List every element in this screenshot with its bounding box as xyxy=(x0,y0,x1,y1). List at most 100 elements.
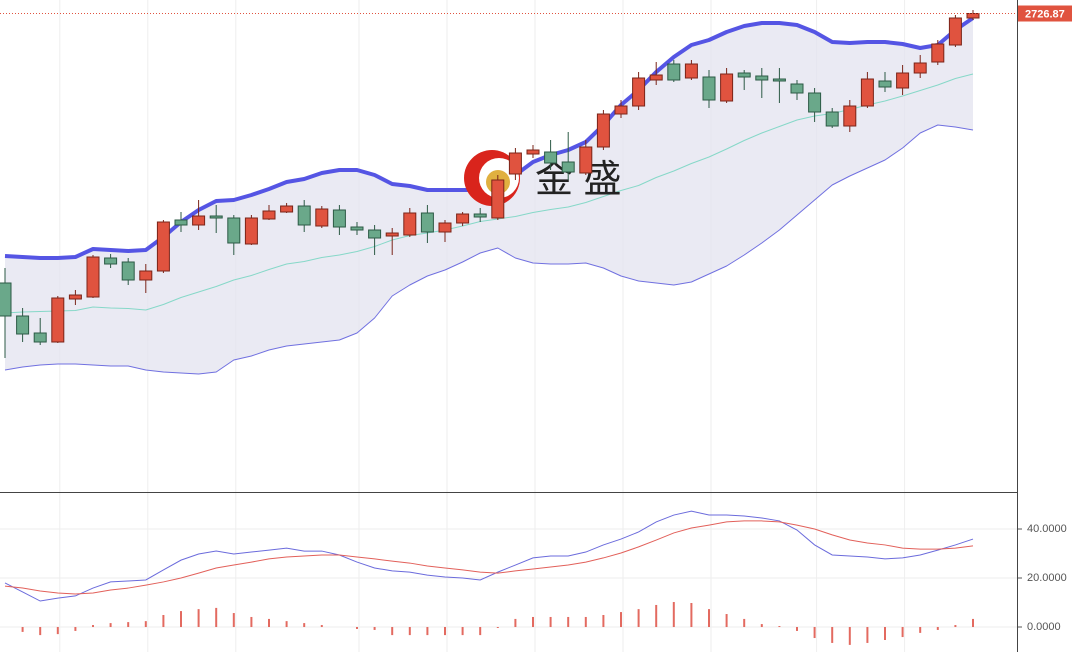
candle-body xyxy=(772,78,786,82)
histogram-bar xyxy=(144,621,147,628)
histogram-bar xyxy=(426,627,429,636)
candle-body xyxy=(843,105,857,127)
candle-body xyxy=(966,13,980,19)
candle-body xyxy=(931,43,945,63)
histogram-bar xyxy=(954,625,957,628)
candle-body xyxy=(491,179,505,219)
histogram-bar xyxy=(901,627,904,638)
candle-body xyxy=(614,105,628,115)
histogram-bar xyxy=(127,622,130,628)
band-line xyxy=(4,124,974,375)
histogram-bar xyxy=(215,607,218,628)
candle-body xyxy=(104,257,118,265)
candle-body xyxy=(332,209,346,228)
histogram-bar xyxy=(303,623,306,628)
candle-body xyxy=(156,221,170,272)
candle-body xyxy=(579,146,593,174)
histogram-bar xyxy=(778,626,781,628)
candle-body xyxy=(0,282,12,317)
histogram-bar xyxy=(92,625,94,628)
histogram-bar xyxy=(391,627,394,636)
histogram-bar xyxy=(514,618,517,628)
candle-body xyxy=(280,205,294,213)
y-tick-label: 20.0000 xyxy=(1027,572,1067,584)
macd-line xyxy=(4,510,974,602)
histogram-bar xyxy=(813,627,816,639)
candle-body xyxy=(350,226,364,231)
histogram-bar xyxy=(496,627,499,628)
candle-body xyxy=(684,63,698,79)
candle-body xyxy=(456,213,470,224)
histogram-bar xyxy=(866,627,869,643)
histogram-bar xyxy=(725,614,728,628)
candle-body xyxy=(790,83,804,94)
last-price-label: 2726.87 xyxy=(1025,8,1065,20)
candle-body xyxy=(737,72,751,78)
candle-body xyxy=(561,161,575,173)
histogram-bar xyxy=(285,621,288,628)
candle-body xyxy=(808,92,822,113)
histogram-bar xyxy=(21,627,24,632)
histogram-bar xyxy=(56,627,59,635)
histogram-bar xyxy=(320,625,323,628)
histogram-bar xyxy=(444,627,446,636)
candle-body xyxy=(508,152,522,175)
candle-body xyxy=(86,256,100,298)
histogram-bar xyxy=(602,615,605,628)
histogram-bar xyxy=(39,627,42,636)
candle-body xyxy=(420,212,434,233)
candle-body xyxy=(297,205,311,226)
histogram-bar xyxy=(479,627,482,636)
candle-body xyxy=(544,151,558,164)
candle-body xyxy=(596,113,610,148)
histogram-bar xyxy=(232,613,235,628)
macd-line xyxy=(4,520,974,595)
candle-body xyxy=(913,62,927,74)
histogram-bar xyxy=(690,603,693,628)
candle-body xyxy=(33,332,47,343)
histogram-bar xyxy=(268,618,270,628)
histogram-bar xyxy=(373,627,376,630)
histogram-bar xyxy=(584,616,587,628)
candle-body xyxy=(121,261,135,281)
histogram-bar xyxy=(796,627,798,631)
last-price-box xyxy=(1018,5,1072,22)
watermark: 金 盛 xyxy=(535,159,622,201)
histogram-bar xyxy=(74,627,77,631)
histogram-bar xyxy=(972,618,974,628)
candle-body xyxy=(403,212,417,236)
candle-body xyxy=(244,217,258,245)
candle-body xyxy=(438,222,452,233)
candle-body xyxy=(649,74,663,81)
candle-body xyxy=(825,111,839,127)
histogram-bar xyxy=(936,627,939,630)
histogram-bar xyxy=(848,627,851,645)
histogram-bar xyxy=(532,616,534,628)
candle-body xyxy=(68,294,82,300)
histogram-bar xyxy=(180,611,182,628)
histogram-bar xyxy=(250,616,253,628)
candle-body xyxy=(755,75,769,81)
histogram-bar xyxy=(884,627,886,640)
y-tick-label: 40.0000 xyxy=(1027,523,1067,535)
candle-body xyxy=(174,219,188,226)
candle-body xyxy=(948,17,962,46)
candle-body xyxy=(526,149,540,155)
histogram-bar xyxy=(620,612,622,628)
histogram-bar xyxy=(549,616,552,628)
histogram-bar xyxy=(760,624,763,628)
candle-body xyxy=(227,217,241,244)
candle-body xyxy=(473,213,487,218)
histogram-bar xyxy=(672,602,675,628)
histogram-bar xyxy=(408,627,411,636)
band-line xyxy=(4,73,974,314)
histogram-bar xyxy=(743,618,746,628)
candle-body xyxy=(667,63,681,81)
candle-body xyxy=(139,270,153,281)
y-tick-label: 0.0000 xyxy=(1027,621,1061,633)
candle-body xyxy=(385,232,399,237)
histogram-bar xyxy=(919,627,922,633)
histogram-bar xyxy=(109,623,112,628)
candle-body xyxy=(16,315,30,335)
